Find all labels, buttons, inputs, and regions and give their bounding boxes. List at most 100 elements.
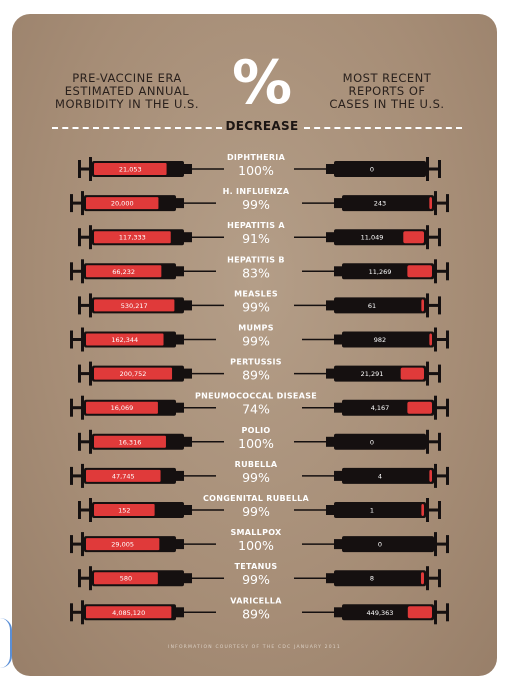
right-hub [334,470,342,481]
recent-cases-value-label: 21,291 [361,370,384,378]
side-scroll-handle[interactable] [0,618,12,668]
right-plunger-thumb [438,432,441,451]
left-plunger-thumb [78,364,81,383]
left-fill [86,538,160,551]
right-fill [429,333,432,346]
pre-vaccine-value-label: 16,069 [111,404,134,412]
recent-cases-value-label: 243 [374,200,386,208]
percent-decrease: 99% [242,299,270,314]
footer-credit: INFORMATION COURTESY OF THE CDC JANUARY … [168,645,341,650]
disease-name: SMALLPOX [230,528,282,537]
left-hub [176,334,184,345]
right-flange [434,327,437,352]
left-hub [176,607,184,618]
pre-vaccine-value-label: 20,000 [111,200,134,208]
left-hub [176,198,184,209]
left-fill [86,333,164,346]
right-hub [334,198,342,209]
right-hub [326,232,334,243]
pre-vaccine-value-label: 152 [118,507,130,515]
percent-symbol: % [232,48,293,118]
left-fill [86,197,159,210]
right-plunger-thumb [438,160,441,178]
left-plunger-thumb [70,535,73,554]
right-flange [426,293,429,318]
right-hub [334,607,342,618]
left-flange [89,225,92,250]
recent-cases-value-label: 0 [370,166,374,174]
right-column-header: MOST RECENT REPORTS OF CASES IN THE U.S. [329,71,445,111]
right-hub [326,436,334,447]
left-hub [184,436,192,447]
left-fill [86,401,158,414]
disease-name: HEPATITIS B [227,255,285,264]
percent-decrease: 99% [242,334,270,349]
right-hub [334,402,342,413]
right-fill [429,469,432,482]
right-barrel [334,297,426,314]
pre-vaccine-value-label: 29,005 [111,541,134,549]
right-flange [426,225,429,250]
recent-cases-value-label: 449,363 [367,609,394,617]
left-flange [89,498,92,522]
disease-name: PERTUSSIS [230,358,282,367]
right-plunger-thumb [438,296,441,315]
right-hub [326,573,334,584]
left-flange [89,293,92,318]
percent-decrease: 89% [242,606,270,621]
left-hub [176,539,184,550]
right-plunger-thumb [446,535,449,554]
pre-vaccine-value-label: 162,344 [111,336,138,344]
left-plunger-thumb [78,432,81,451]
right-hub [326,505,334,515]
left-hub [184,164,192,174]
left-flange [89,157,92,181]
percent-decrease: 100% [238,436,274,451]
recent-cases-value-label: 1 [370,507,374,515]
percent-decrease: 74% [242,402,270,417]
recent-cases-value-label: 11,049 [361,234,384,242]
recent-cases-value-label: 4 [378,472,382,480]
disease-name: TETANUS [234,562,277,571]
right-fill [429,197,432,210]
right-barrel [334,161,426,177]
pre-vaccine-value-label: 117,333 [119,234,146,242]
percent-decrease: 99% [242,470,270,485]
right-hub [326,164,334,174]
recent-cases-value-label: 0 [370,438,374,446]
right-flange [426,566,429,591]
right-flange [426,361,429,386]
disease-name: H. INFLUENZA [223,187,290,196]
left-fill [94,299,175,312]
percent-decrease: 83% [242,265,270,280]
percent-decrease: 100% [238,163,274,178]
right-barrel [334,229,426,246]
left-fill [86,469,161,482]
right-hub [334,266,342,277]
right-flange [434,191,437,216]
left-fill [94,435,166,448]
header-divider-left [52,127,222,129]
right-barrel [342,195,434,212]
disease-name: VARICELLA [230,596,282,605]
right-flange [426,429,429,454]
right-fill [400,367,424,380]
left-flange [81,327,84,352]
right-plunger-thumb [438,569,441,588]
disease-name: HEPATITIS A [227,221,285,230]
left-plunger-thumb [70,262,73,281]
disease-name: MEASLES [234,289,278,298]
right-fill [403,231,424,244]
right-barrel [342,536,434,553]
right-fill [407,401,432,414]
disease-name: RUBELLA [235,460,278,469]
decrease-label: DECREASE [225,119,299,133]
right-barrel [334,570,426,587]
percent-decrease: 99% [242,504,270,519]
header-divider-right [304,127,462,129]
left-plunger-thumb [78,501,81,519]
left-hub [184,573,192,584]
right-hub [326,300,334,311]
pre-vaccine-value-label: 66,232 [112,268,135,276]
